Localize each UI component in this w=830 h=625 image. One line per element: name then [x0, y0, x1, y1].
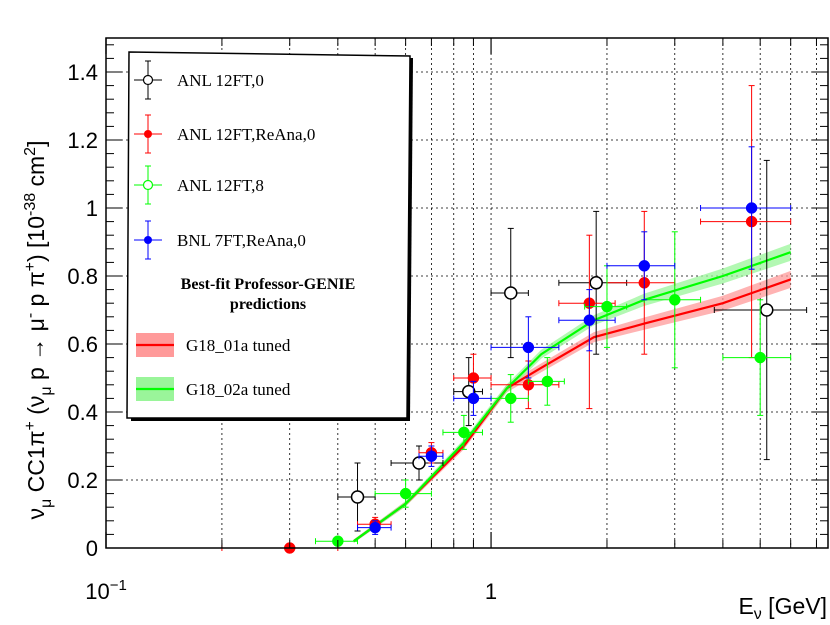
legend-label: G18_01a tuned	[186, 336, 291, 355]
data-point-marker	[638, 260, 651, 272]
plot-frame	[105, 37, 829, 549]
data-point-marker	[505, 392, 517, 405]
data-point-marker	[669, 294, 681, 306]
data-point-marker	[754, 351, 766, 364]
data-point-marker	[350, 490, 365, 504]
legend-entry: G18_02a tuned	[136, 377, 291, 401]
axis-tick-labels: 0 0.2 0.4 0.6 0.8 1 1.2 1.4 10−1 1	[67, 60, 497, 604]
x-axis-title: Eν [GeV]	[738, 593, 827, 623]
data-point-marker	[760, 303, 774, 317]
legend-marker	[142, 74, 154, 86]
y-tick-label: 0.6	[67, 332, 98, 357]
prediction-curves	[353, 251, 792, 543]
y-tick-label: 0.4	[67, 400, 98, 425]
legend-label: ANL 12FT,8	[177, 176, 264, 195]
data-point-marker	[458, 426, 470, 439]
y-tick-label: 0	[86, 536, 98, 561]
data-point-marker	[467, 392, 480, 405]
prediction-band	[353, 243, 791, 543]
legend-label: BNL 7FT,ReAna,0	[177, 231, 306, 250]
legend-marker	[144, 130, 152, 138]
axis-ticks	[105, 38, 828, 549]
data-point-marker	[425, 450, 438, 462]
x-tick-label: 1	[485, 579, 497, 604]
legend-label: ANL 12FT,ReAna,0	[177, 125, 315, 144]
legend-heading-line1: Best-fit Professor-GENIE	[181, 276, 356, 293]
legend-entry: ANL 12FT,0	[134, 60, 264, 100]
y-tick-label: 1.2	[67, 128, 98, 153]
data-series	[314, 231, 792, 547]
prediction-bands	[353, 243, 791, 543]
data-points	[221, 85, 808, 554]
y-tick-label: 1.4	[67, 60, 98, 85]
x-tick-label: 10−1	[85, 577, 127, 604]
data-point-marker	[583, 314, 596, 326]
legend-entry: ANL 12FT,8	[134, 165, 264, 205]
legend-label: ANL 12FT,0	[177, 71, 264, 90]
prediction-curve	[353, 251, 792, 543]
data-series	[357, 146, 792, 535]
data-point-marker	[589, 276, 603, 290]
legend-entry: BNL 7FT,ReAna,0	[134, 220, 306, 260]
prediction-band	[353, 270, 791, 543]
legend-label: G18_02a tuned	[186, 380, 291, 399]
legend-marker	[142, 179, 154, 191]
data-point-marker	[601, 300, 613, 313]
data-point-marker	[369, 521, 381, 534]
legend-entry: G18_01a tuned	[136, 333, 291, 357]
data-point-marker	[399, 487, 412, 500]
legend: ANL 12FT,0 ANL 12FT,ReAna,0 ANL 12FT,8 BNL …	[126, 51, 413, 421]
legend-marker	[144, 236, 152, 244]
y-tick-label: 1	[86, 196, 98, 221]
data-point-marker	[541, 375, 554, 388]
data-point-marker	[745, 202, 758, 214]
y-tick-label: 0.2	[67, 468, 98, 493]
y-tick-label: 0.8	[67, 264, 98, 289]
legend-box	[126, 51, 411, 419]
data-point-marker	[522, 341, 535, 354]
legend-entries: ANL 12FT,0 ANL 12FT,ReAna,0 ANL 12FT,8 BNL …	[134, 60, 315, 401]
legend-entry: ANL 12FT,ReAna,0	[134, 114, 315, 154]
legend-heading-line2: predictions	[230, 296, 306, 313]
data-point-marker	[504, 286, 518, 300]
